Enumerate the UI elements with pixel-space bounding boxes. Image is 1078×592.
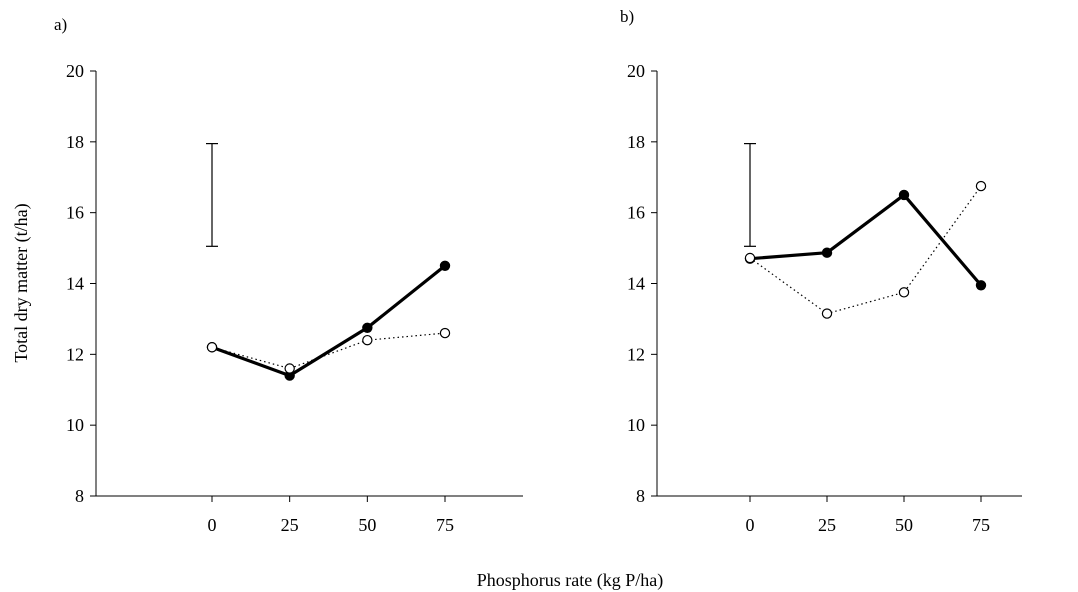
x-tick-label: 25: [818, 515, 836, 535]
y-tick-label: 16: [627, 203, 645, 223]
y-tick-label: 12: [66, 344, 84, 364]
x-tick-label: 50: [358, 515, 376, 535]
x-tick-label: 75: [436, 515, 454, 535]
series-dotted-line: [749, 185, 982, 315]
panel-a: a) 8 10 12 14 16 18 20 0 25 50 75: [54, 15, 523, 535]
data-point-open: [975, 180, 987, 192]
data-point-filled: [975, 280, 987, 291]
y-tick-label: 10: [66, 415, 84, 435]
y-tick-label: 8: [636, 486, 645, 506]
panel-label: a): [54, 15, 67, 34]
data-point-filled: [439, 260, 451, 271]
data-point-open: [898, 287, 910, 298]
series-solid-line: [749, 193, 983, 287]
y-tick-label: 18: [66, 132, 84, 152]
y-axis-title: Total dry matter (t/ha): [11, 203, 32, 362]
data-point-open: [439, 327, 451, 339]
x-tick-label: 25: [281, 515, 299, 535]
series-dotted-line: [211, 332, 446, 370]
y-tick-label: 20: [627, 61, 645, 81]
x-tick-label: 0: [208, 515, 217, 535]
data-point-open: [362, 334, 373, 346]
data-point-filled: [821, 247, 833, 258]
x-tick-label: 0: [746, 515, 755, 535]
y-tick-label: 16: [66, 203, 84, 223]
data-point-open: [821, 308, 833, 319]
y-tick-label: 8: [75, 486, 84, 506]
panel-b: b) 8 10 12 14 16 18 20 0 25 50 75: [620, 7, 1022, 535]
data-point-filled: [898, 189, 910, 201]
series-solid-line: [211, 264, 446, 378]
panel-label: b): [620, 7, 634, 26]
x-tick-label: 75: [972, 515, 990, 535]
data-point-open: [206, 342, 218, 353]
y-tick-label: 12: [627, 344, 645, 364]
y-tick-label: 14: [627, 274, 645, 294]
y-tick-label: 14: [66, 274, 84, 294]
x-axis-title: Phosphorus rate (kg P/ha): [477, 570, 663, 591]
x-tick-label: 50: [895, 515, 913, 535]
y-tick-label: 10: [627, 415, 645, 435]
y-tick-label: 20: [66, 61, 84, 81]
data-point-open: [284, 363, 295, 374]
data-point-filled: [362, 322, 373, 333]
y-tick-label: 18: [627, 132, 645, 152]
data-point-open: [744, 252, 756, 264]
